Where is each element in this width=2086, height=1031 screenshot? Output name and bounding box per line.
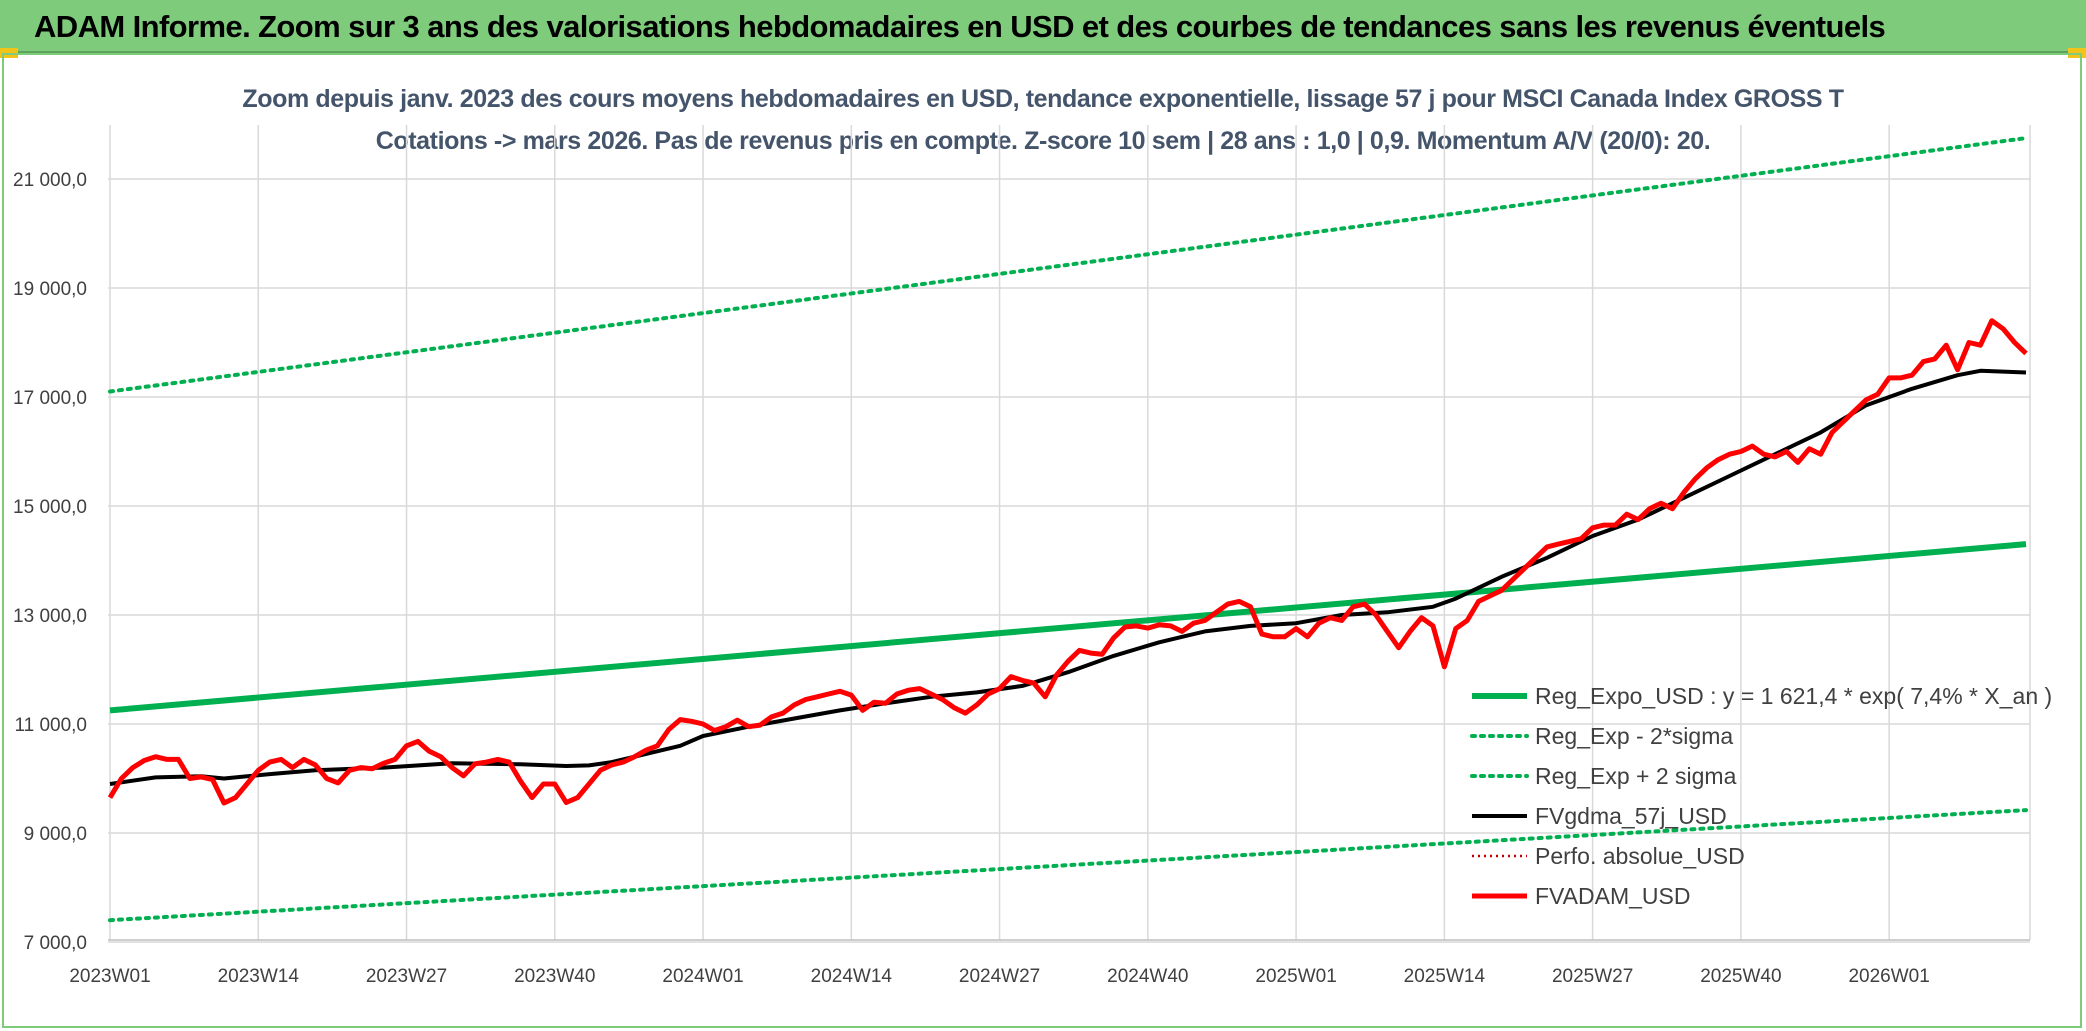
- y-tick-label: 11 000,0: [14, 715, 87, 736]
- series-line-reg-exp-2-sigma: [108, 808, 2028, 923]
- chart-title-line2: Cotations -> mars 2026. Pas de revenus p…: [375, 127, 1711, 155]
- report-banner: ADAM Informe. Zoom sur 3 ans des valoris…: [0, 0, 2086, 53]
- y-tick-label: 9 000,0: [24, 824, 87, 845]
- x-tick-label: 2023W40: [514, 966, 595, 987]
- legend-label: Reg_Exp + 2 sigma: [1535, 763, 1737, 789]
- x-tick-label: 2025W01: [1255, 966, 1336, 987]
- chart-legend: Reg_Expo_USD : y = 1 621,4 * exp( 7,4% *…: [1470, 683, 2052, 909]
- y-tick-label: 19 000,0: [13, 279, 87, 300]
- chart-frame: [2, 53, 2082, 1028]
- x-tick-label: 2024W14: [811, 966, 893, 987]
- y-tick-label: 13 000,0: [13, 606, 87, 627]
- x-tick-label: 2024W27: [959, 966, 1040, 987]
- x-tick-label: 2026W01: [1848, 966, 1929, 987]
- x-tick-label: 2024W01: [662, 966, 743, 987]
- legend-label: Reg_Exp - 2*sigma: [1535, 723, 1733, 749]
- series-line-reg-exp-2-sigma: [108, 136, 2028, 394]
- chart-series: [107, 136, 2028, 923]
- x-tick-label: 2025W40: [1700, 966, 1781, 987]
- x-tick-label: 2024W40: [1107, 966, 1188, 987]
- y-tick-label: 21 000,0: [13, 170, 87, 191]
- series-line-fvadam-usd: [107, 318, 2028, 806]
- y-tick-label: 15 000,0: [13, 497, 87, 518]
- legend-label: FVgdma_57j_USD: [1535, 803, 1727, 829]
- x-tick-label: 2025W27: [1552, 966, 1633, 987]
- x-tick-label: 2025W14: [1404, 966, 1486, 987]
- y-tick-label: 17 000,0: [13, 388, 87, 409]
- series-line-reg-expo-usd-y-1-621: [109, 541, 2027, 714]
- chart-grid: [108, 125, 2031, 943]
- series-line-fvgdma-57j-usd: [109, 368, 2027, 786]
- chart-title-line1: Zoom depuis janv. 2023 des cours moyens …: [242, 85, 1844, 113]
- x-tick-label: 2023W01: [69, 966, 150, 987]
- y-tick-label: 7 000,0: [24, 933, 87, 954]
- x-axis-ticks: 2023W01 2023W14 2023W27 2023W40 2024W01 2024W…: [69, 966, 1929, 987]
- legend-label: FVADAM_USD: [1535, 883, 1691, 909]
- x-tick-label: 2023W14: [218, 966, 300, 987]
- x-tick-label: 2023W27: [366, 966, 447, 987]
- y-axis-ticks: 7 000,0 9 000,0 11 000,0 13 000,0 15 000,0 17…: [13, 170, 87, 954]
- report-title: ADAM Informe. Zoom sur 3 ans des valoris…: [34, 9, 1886, 44]
- legend-label: Reg_Expo_USD : y = 1 621,4 * exp( 7,4% *…: [1535, 683, 2052, 709]
- legend-label: Perfo. absolue_USD: [1535, 843, 1745, 869]
